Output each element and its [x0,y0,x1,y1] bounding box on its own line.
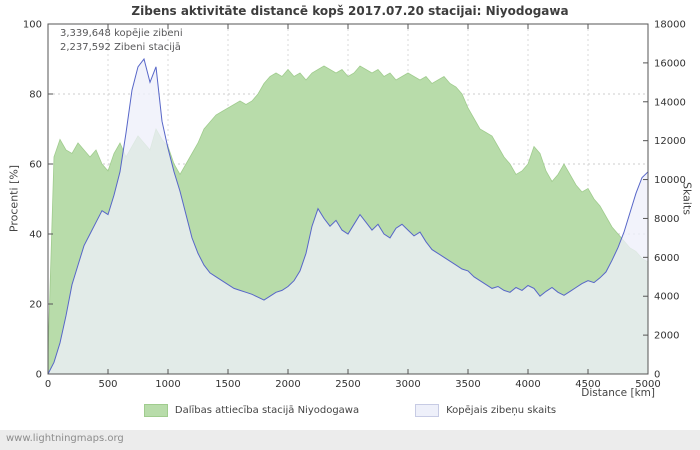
tick-label: 2000 [275,379,300,390]
chart-title: Zibens aktivitāte distancē kopš 2017.07.… [131,4,569,18]
watermark-text: www.lightningmaps.org [6,433,124,444]
tick-label: 1000 [155,379,180,390]
tick-label: 8000 [654,214,679,225]
annotation-station-strikes: 2,237,592 Zibeni stacijā [60,42,181,53]
tick-label: 10000 [654,175,686,186]
tick-label: 0 [45,379,51,390]
series-total-count-area [48,59,648,374]
tick-label: 3000 [395,379,420,390]
legend-swatch-total-count [415,404,440,417]
tick-label: 500 [98,379,117,390]
tick-label: 40 [29,230,42,241]
legend-item-total-count: Kopējais zibeņu skaits [415,404,556,417]
tick-label: 80 [29,90,42,101]
bottom-bar: www.lightningmaps.org [0,430,700,450]
x-axis-label: Distance [km] [581,387,655,399]
legend-item-participation: Dalības attiecība stacijā Niyodogawa [143,404,360,417]
tick-label: 20 [29,300,42,311]
tick-label: 4000 [654,292,679,303]
tick-label: 18000 [654,20,686,31]
tick-label: 0 [654,370,660,381]
tick-label: 4500 [575,379,600,390]
tick-label: 1500 [215,379,240,390]
tick-label: 100 [23,20,42,31]
tick-label: 4000 [515,379,540,390]
tick-label: 2500 [335,379,360,390]
left-axis-label: Procenti [%] [7,164,21,233]
tick-label: 6000 [654,253,679,264]
legend: Dalības attiecība stacijā Niyodogawa Kop… [0,404,700,417]
series-total-count-line [47,57,649,375]
tick-label: 16000 [654,58,686,69]
tick-label: 12000 [654,136,686,147]
legend-label-participation: Dalības attiecība stacijā Niyodogawa [174,405,360,416]
right-axis-label: Skaits [680,182,694,215]
tick-label: 5000 [635,379,660,390]
tick-label: 2000 [654,331,679,342]
tick-label: 3500 [455,379,480,390]
legend-swatch-participation [143,404,168,417]
annotation-total-strikes: 3,339,648 kopējie zibeni [60,28,183,39]
tick-label: 14000 [654,97,686,108]
legend-label-total-count: Kopējais zibeņu skaits [446,405,557,416]
tick-label: 0 [36,370,42,381]
tick-label: 60 [29,160,42,171]
